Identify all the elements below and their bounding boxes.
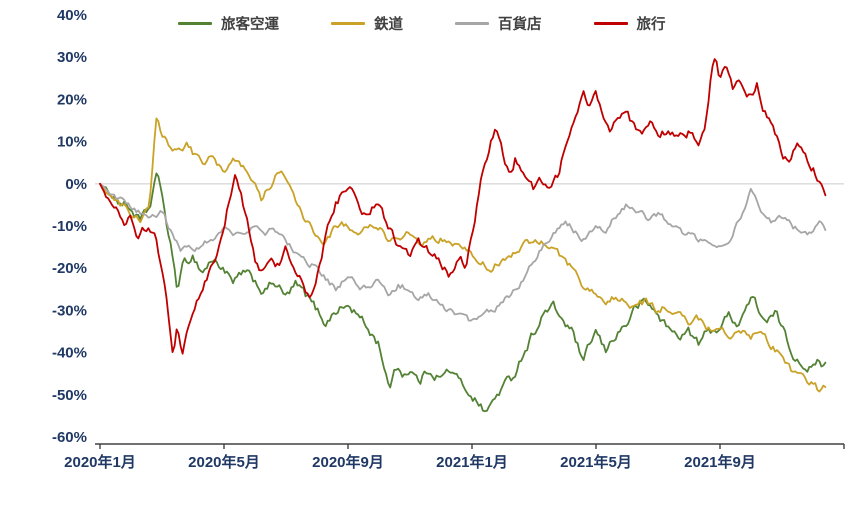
legend-item: 旅行 — [593, 13, 666, 34]
x-axis-label: 2020年9月 — [312, 453, 384, 471]
chart-legend: 旅客空運 鉄道 百貨店 旅行 — [178, 13, 666, 34]
legend-item: 百貨店 — [455, 13, 542, 34]
legend-label: 旅客空運 — [221, 17, 279, 33]
legend-item: 鉄道 — [331, 13, 403, 34]
y-axis-label: -30% — [52, 302, 87, 319]
legend-label: 旅行 — [636, 17, 666, 33]
y-axis-label: 30% — [57, 49, 87, 66]
x-axis-label: 2021年5月 — [560, 453, 632, 471]
legend-line-swatch — [593, 22, 628, 25]
series-line-1 — [99, 172, 827, 413]
y-axis-label: 40% — [57, 7, 87, 24]
x-axis-label: 2020年5月 — [188, 453, 260, 471]
y-axis-label: -10% — [52, 218, 87, 235]
y-axis-label: 10% — [57, 134, 87, 151]
series-line-2 — [99, 117, 827, 393]
y-axis-label: -40% — [52, 345, 87, 362]
y-axis-label: 0% — [65, 176, 87, 193]
y-axis-label: -50% — [52, 387, 87, 404]
legend-item: 旅客空運 — [178, 13, 279, 34]
legend-line-swatch — [455, 22, 489, 25]
legend-line-swatch — [331, 22, 365, 25]
legend-label: 百貨店 — [498, 17, 542, 33]
legend-label: 鉄道 — [374, 17, 403, 33]
legend-line-swatch — [178, 22, 212, 25]
series-line-4 — [99, 58, 827, 355]
x-axis-label: 2020年1月 — [64, 453, 136, 471]
y-axis-label: 20% — [57, 91, 87, 108]
x-axis-label: 2021年1月 — [436, 453, 508, 471]
series-line-3 — [99, 182, 827, 322]
y-axis-label: -20% — [52, 260, 87, 277]
y-axis-label: -60% — [52, 429, 87, 446]
x-axis-label: 2021年9月 — [684, 453, 756, 471]
